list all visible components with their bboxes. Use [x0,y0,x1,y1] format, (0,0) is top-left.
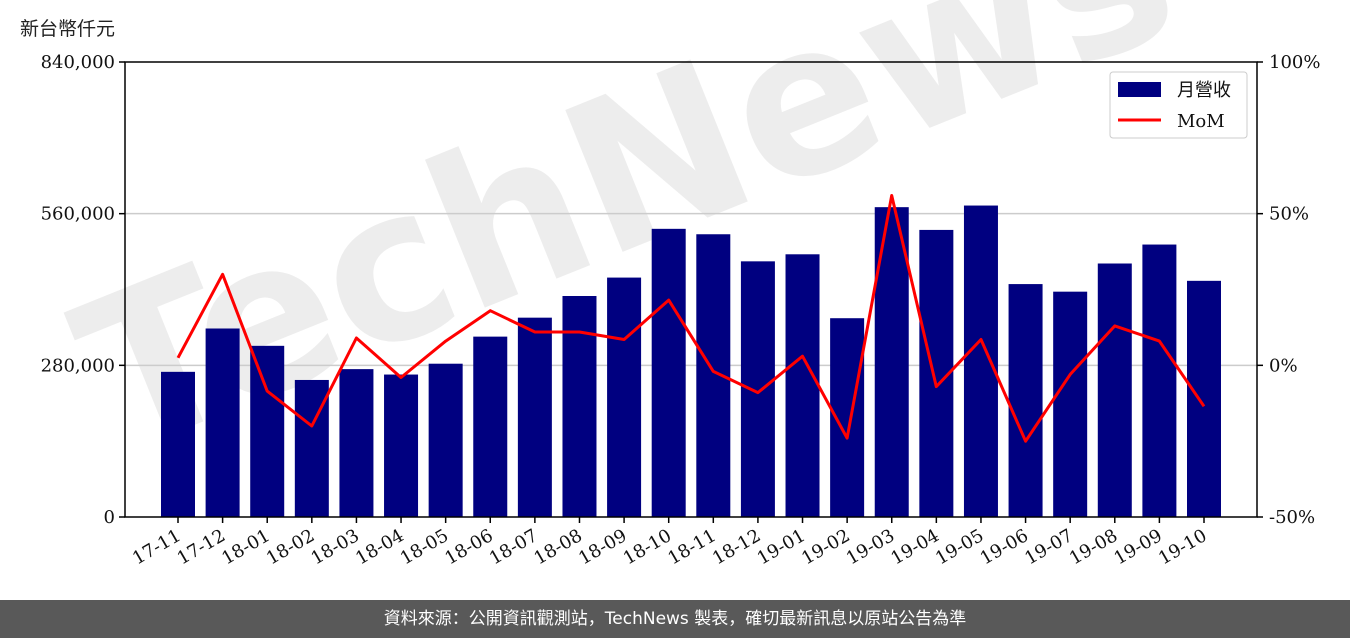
bar-17-11 [161,371,195,517]
source-footer: 資料來源：公開資訊觀測站，TechNews 製表，確切最新訊息以原站公告為準 [0,600,1350,638]
bar-19-08 [1097,263,1132,517]
x-tick-label: 18-09 [575,525,630,569]
legend-line-label: MoM [1177,111,1225,132]
left-tick-label: 840,000 [41,52,115,73]
x-tick-label: 19-10 [1155,525,1210,569]
y-axis-unit-label: 新台幣仟元 [20,18,116,40]
x-tick-label: 18-04 [352,525,407,569]
revenue-chart: TechNews 0280,000560,000840,000-50%0%50%… [41,0,1321,569]
bar-18-03 [339,369,374,517]
x-tick-label: 18-10 [620,525,675,569]
bar-18-06 [473,336,508,517]
x-tick-label: 19-02 [798,525,853,569]
x-tick-label: 19-03 [843,525,898,569]
x-tick-label: 18-03 [307,525,362,569]
x-tick-label: 18-08 [531,525,586,569]
bar-19-01 [785,254,820,517]
bar-18-12 [740,261,775,517]
bar-19-09 [1142,244,1177,517]
bar-18-10 [651,228,686,518]
bar-18-09 [607,277,642,517]
x-tick-label: 18-06 [441,525,496,569]
x-tick-label: 17-11 [129,525,184,569]
left-tick-label: 560,000 [41,204,115,225]
bar-18-07 [517,317,552,517]
bar-18-05 [428,363,463,517]
bar-19-06 [1008,284,1043,517]
bar-18-08 [562,296,597,517]
right-tick-label: 0% [1269,355,1298,376]
x-tick-label: 19-08 [1066,525,1121,569]
x-tick-label: 19-06 [977,525,1032,569]
x-tick-label: 19-04 [887,525,942,569]
x-tick-label: 18-07 [486,525,541,569]
right-tick-label: -50% [1269,507,1315,528]
mom-line [176,194,1206,443]
left-tick-label: 0 [104,507,115,528]
x-tick-label: 18-05 [397,525,452,569]
x-tick-label: 19-09 [1110,525,1165,569]
bar-18-01 [250,345,285,517]
legend-bar-swatch [1118,82,1161,97]
x-tick-label: 17-12 [174,525,229,569]
x-tick-label: 19-05 [932,525,987,569]
left-tick-label: 280,000 [41,355,115,376]
bar-19-07 [1053,291,1088,517]
bar-19-10 [1187,280,1221,517]
x-tick-label: 18-11 [664,525,719,569]
x-tick-label: 18-12 [709,525,764,569]
x-tick-label: 19-07 [1021,525,1076,569]
bar-17-12 [205,328,240,517]
x-tick-label: 19-01 [754,525,809,569]
line-series [176,194,1206,443]
legend-bar-label: 月營收 [1177,80,1231,101]
bar-18-04 [384,374,419,517]
right-tick-label: 100% [1269,52,1320,73]
right-tick-label: 50% [1269,204,1309,225]
legend: 月營收 MoM [1109,71,1248,139]
x-tick-label: 18-01 [218,525,273,569]
bar-19-05 [963,205,998,517]
x-tick-label: 18-02 [263,525,318,569]
plot-frame [124,61,1258,518]
